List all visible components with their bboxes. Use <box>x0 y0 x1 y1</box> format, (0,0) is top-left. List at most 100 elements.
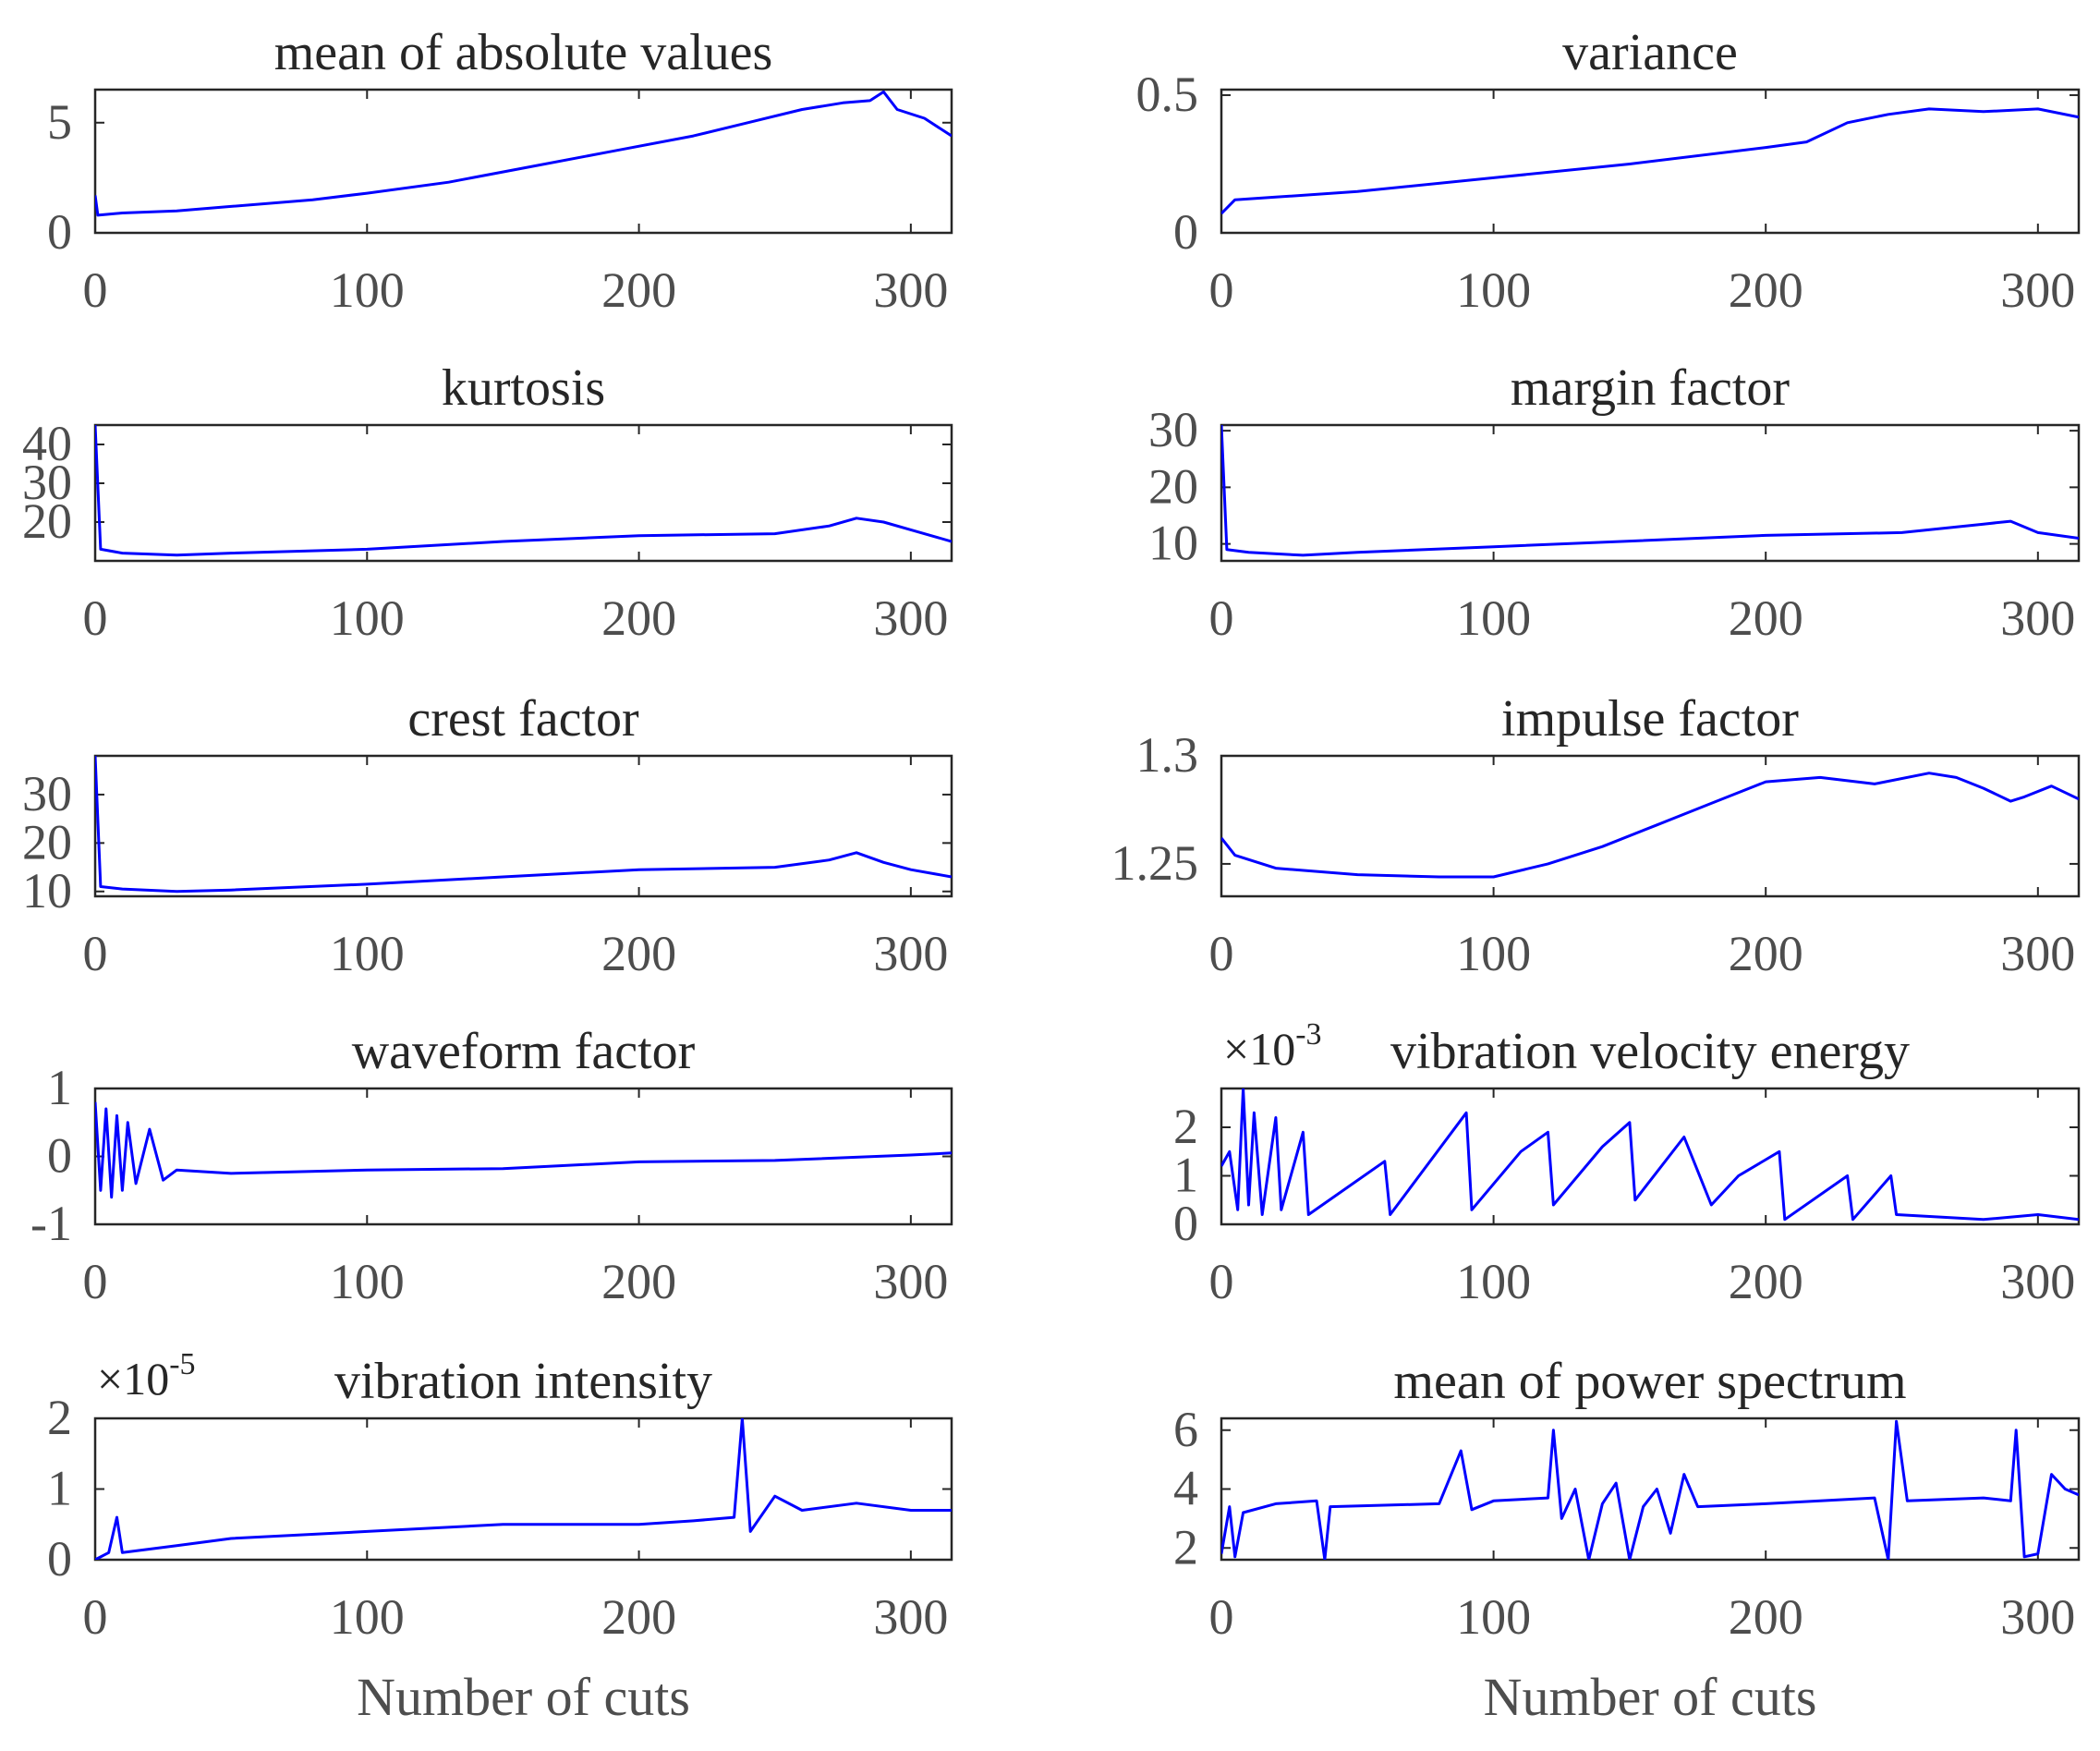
x-tick-label: 300 <box>2000 1589 2075 1645</box>
axes-box <box>1220 1087 2081 1226</box>
x-tick-label: 300 <box>2000 926 2075 981</box>
series-line <box>95 756 952 894</box>
y-tick-label: 1 <box>47 1461 72 1516</box>
x-tick-label: 200 <box>1729 590 1803 646</box>
x-tick-label: 200 <box>1729 1589 1803 1645</box>
y-tick-label: 30 <box>22 766 72 821</box>
x-tick-label: 0 <box>83 262 108 318</box>
y-tick-label: 2 <box>47 1390 72 1445</box>
y-tick-label: 4 <box>1173 1461 1198 1516</box>
series-line <box>1221 1419 2079 1560</box>
panel-title: vibration intensity <box>334 1353 712 1410</box>
x-tick-label: 0 <box>83 1589 108 1645</box>
axes-box <box>1220 423 2081 563</box>
x-tick-label: 0 <box>1209 926 1234 981</box>
series-line <box>95 1418 952 1560</box>
x-tick-label: 100 <box>330 262 405 318</box>
x-tick-label: 100 <box>330 1254 405 1309</box>
panel-1: mean of absolute values 0 100 200 300 0 5 <box>47 24 953 318</box>
axes-box <box>93 88 953 235</box>
x-tick-label: 300 <box>873 1254 948 1309</box>
x-tick-label: 0 <box>83 590 108 646</box>
y-tick-label: 10 <box>22 863 72 918</box>
x-axis-label: Number of cuts <box>1484 1667 1817 1727</box>
x-tick-label: 0 <box>1209 262 1234 318</box>
x-tick-label: 100 <box>1456 1254 1531 1309</box>
y-tick-label: 0 <box>47 204 72 260</box>
x-tick-label: 200 <box>601 1254 676 1309</box>
y-tick-label: -1 <box>30 1196 72 1251</box>
series-line <box>1221 425 2079 557</box>
x-tick-label: 100 <box>1456 262 1531 318</box>
panel-title: crest factor <box>407 690 639 748</box>
x-tick-label: 0 <box>1209 1589 1234 1645</box>
x-tick-label: 0 <box>83 926 108 981</box>
x-tick-label: 300 <box>873 926 948 981</box>
series-line <box>1221 772 2079 879</box>
axes-box <box>93 754 953 898</box>
axes-box <box>1220 88 2081 235</box>
exponent-label: ×10-3 <box>1223 1017 1322 1075</box>
y-tick-label: 2 <box>1173 1519 1198 1575</box>
panel-title: mean of absolute values <box>274 24 773 81</box>
x-tick-label: 100 <box>330 926 405 981</box>
x-tick-label: 300 <box>2000 262 2075 318</box>
y-tick-label: 0.5 <box>1136 67 1199 122</box>
y-tick-label: 20 <box>1148 458 1198 514</box>
x-tick-label: 100 <box>1456 926 1531 981</box>
x-tick-label: 300 <box>2000 1254 2075 1309</box>
x-tick-label: 200 <box>1729 1254 1803 1309</box>
x-tick-label: 200 <box>601 590 676 646</box>
x-tick-label: 0 <box>1209 590 1234 646</box>
axes-box <box>1220 754 2081 898</box>
x-tick-label: 0 <box>1209 1254 1234 1309</box>
x-tick-label: 300 <box>873 590 948 646</box>
panel-8: vibration velocity energy ×10-3 0 100 200 300… <box>1173 1017 2081 1309</box>
y-tick-label: 0 <box>1173 204 1198 260</box>
y-tick-label: 6 <box>1173 1402 1198 1457</box>
series-line <box>95 1101 952 1199</box>
x-tick-label: 100 <box>330 1589 405 1645</box>
x-tick-label: 200 <box>601 926 676 981</box>
x-tick-label: 300 <box>873 1589 948 1645</box>
axes-box <box>93 423 953 563</box>
x-tick-label: 300 <box>873 262 948 318</box>
y-tick-label: 0 <box>47 1531 72 1587</box>
panel-title: kurtosis <box>442 359 605 417</box>
x-tick-label: 200 <box>1729 262 1803 318</box>
x-tick-label: 0 <box>83 1254 108 1309</box>
panel-title: margin factor <box>1511 359 1790 417</box>
x-tick-label: 100 <box>1456 1589 1531 1645</box>
panel-9: vibration intensity ×10-5 0 100 200 300 0 1 2 Num… <box>47 1347 953 1727</box>
exponent-label: ×10-5 <box>97 1347 196 1404</box>
x-tick-label: 100 <box>330 590 405 646</box>
series-line <box>95 90 952 217</box>
panel-10: mean of power spectrum 0 100 200 300 246 Numbe… <box>1173 1353 2081 1727</box>
series-line <box>95 425 952 557</box>
y-tick-label: 1 <box>1173 1148 1198 1203</box>
y-tick-label: 1 <box>47 1060 72 1115</box>
panel-2: variance 0 100 200 300 0 0.5 <box>1136 24 2081 318</box>
y-tick-label: 10 <box>1148 516 1198 571</box>
y-tick-label: 0 <box>47 1128 72 1184</box>
y-tick-label: 1.25 <box>1111 835 1199 891</box>
y-tick-label: 0 <box>1173 1196 1198 1251</box>
y-tick-label: 30 <box>22 455 72 510</box>
x-tick-label: 200 <box>601 262 676 318</box>
x-tick-label: 200 <box>1729 926 1803 981</box>
panel-title: mean of power spectrum <box>1393 1353 1906 1410</box>
series-line <box>1221 1088 2079 1222</box>
x-tick-label: 100 <box>1456 590 1531 646</box>
panel-6: impulse factor 0 100 200 300 1.25 1.3 <box>1111 690 2081 981</box>
y-tick-label: 40 <box>22 416 72 471</box>
panel-title: waveform factor <box>352 1023 696 1080</box>
y-tick-label: 20 <box>22 814 72 869</box>
y-tick-label: 5 <box>47 94 72 150</box>
panel-title: variance <box>1562 24 1738 81</box>
